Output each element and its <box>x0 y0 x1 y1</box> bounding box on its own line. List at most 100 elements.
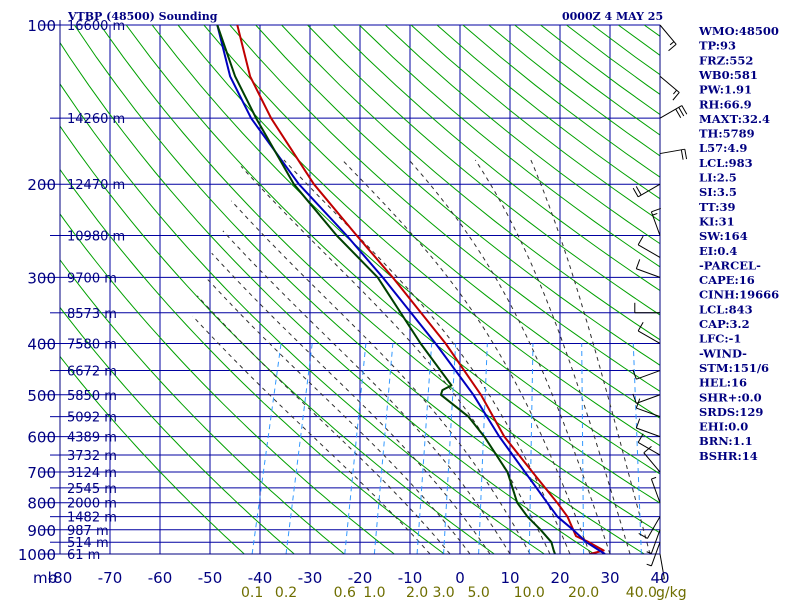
wind-barb-flag <box>637 321 644 332</box>
dry-adiabat-line <box>358 25 660 268</box>
wind-barb-staff <box>659 75 680 93</box>
index-value: SW:164 <box>699 229 748 243</box>
wind-barb-flag <box>651 207 661 213</box>
index-value: -PARCEL- <box>699 258 761 272</box>
pressure-unit-label: mb <box>33 569 57 587</box>
wind-barb-flag <box>635 259 641 269</box>
wind-barb-staff <box>659 148 685 155</box>
mixing-ratio-line <box>632 343 642 554</box>
wind-barb <box>646 542 661 567</box>
wind-barb-staff <box>659 553 665 579</box>
pressure-tick-label: 100 <box>27 17 56 35</box>
plot-frame <box>59 20 661 555</box>
index-value: FRZ:552 <box>699 53 753 67</box>
wind-barb-flag <box>643 445 652 454</box>
mixing-ratio-label: 10.0 <box>514 585 545 600</box>
moist-adiabat-line <box>205 277 471 554</box>
mixing-unit-label: g/kg <box>656 585 687 600</box>
wind-barb-flag <box>638 533 648 539</box>
moist-adiabat-line <box>474 159 631 554</box>
wind-barb-flag <box>635 398 641 409</box>
dry-adiabat-line <box>73 25 645 554</box>
temperature-tick-label: -20 <box>348 569 373 587</box>
index-value: MAXT:32.4 <box>699 112 770 126</box>
height-label: 12470 m <box>67 178 125 193</box>
wind-barb-flag <box>637 235 644 246</box>
pressure-tick-label: 700 <box>27 464 56 482</box>
index-value: -WIND- <box>699 346 747 360</box>
index-value: TP:93 <box>699 39 736 53</box>
pressure-tick-label: 200 <box>27 176 56 194</box>
mixing-ratio-label: 2.0 <box>406 585 428 600</box>
wind-barb-staff <box>646 516 661 539</box>
chart-title: VTBP (48500) Sounding <box>67 10 218 23</box>
wind-barb <box>643 445 661 473</box>
dry-adiabat-line <box>60 41 595 554</box>
mixing-ratio-labels: 0.1 0.2 0.6 1.0 2.0 3.0 5.0 10.0 20.0 40.0 <box>241 585 657 600</box>
index-value: WB0:581 <box>698 68 758 82</box>
height-label: 2000 m <box>67 497 117 512</box>
temperature-tick-label: 30 <box>600 569 619 587</box>
mixing-ratio-label: 0.1 <box>241 585 263 600</box>
dry-adiabat-line <box>177 25 660 447</box>
height-label: 5850 m <box>67 389 117 404</box>
index-value: LI:2.5 <box>699 171 737 185</box>
pressure-tick-label: 300 <box>27 269 56 287</box>
mixing-ratio-label: 1.0 <box>363 585 385 600</box>
wind-barb <box>650 476 661 503</box>
index-value: BRN:1.1 <box>699 434 753 448</box>
height-label: 6672 m <box>67 365 117 380</box>
index-value: SRDS:129 <box>699 405 763 419</box>
pressure-tick-label: 900 <box>27 522 56 540</box>
wind-barb <box>646 529 661 554</box>
wind-barb-staff <box>650 211 661 236</box>
wind-barb-flag <box>675 108 682 118</box>
dry-adiabat-line <box>307 25 660 316</box>
wind-barb-staff <box>637 330 661 344</box>
height-label: 9700 m <box>67 271 117 286</box>
index-value: SHR+:0.0 <box>699 390 762 404</box>
dry-adiabat-line <box>60 83 545 554</box>
dry-adiabat-line <box>60 125 495 554</box>
index-value: L57:4.9 <box>699 141 747 155</box>
wind-barb <box>659 148 688 160</box>
dry-adiabat-line <box>60 259 345 554</box>
temperature-tick-label: -50 <box>198 569 223 587</box>
height-label: 5092 m <box>67 411 117 426</box>
wind-barbs <box>632 24 688 581</box>
height-label: 7580 m <box>67 337 117 352</box>
moist-adiabat-line <box>196 295 451 554</box>
wind-barb-staff <box>636 370 661 380</box>
wind-barb-flag <box>678 107 685 117</box>
wind-barb <box>632 369 661 380</box>
temperature-tick-label: 0 <box>455 569 465 587</box>
pressure-tick-label: 800 <box>27 495 56 513</box>
dry-adiabat-line <box>99 25 660 534</box>
moist-adiabats <box>192 159 651 554</box>
height-label: 3124 m <box>67 466 117 481</box>
temperature-tick-label: -60 <box>148 569 173 587</box>
wind-barb-staff <box>650 478 661 503</box>
index-value: LCL:843 <box>699 302 753 316</box>
wind-barb-flag <box>672 92 680 101</box>
wind-barb <box>635 398 661 418</box>
wind-barb-staff <box>636 427 661 438</box>
wind-barb-staff <box>636 268 661 278</box>
temperature-tick-label: 40 <box>650 569 669 587</box>
dry-adiabats <box>60 25 660 554</box>
wind-barb-staff <box>636 394 661 404</box>
sounding-indices: WMO:48500TP:93FRZ:552WB0:581PW:1.91RH:66… <box>696 19 779 467</box>
wind-barb-flag <box>635 418 641 429</box>
index-value: EI:0.4 <box>699 244 737 258</box>
mixing-ratio-label: 0.6 <box>334 585 356 600</box>
index-value: TH:5789 <box>699 127 755 141</box>
wind-barb-staff <box>636 407 661 418</box>
wind-barb-staff <box>659 105 683 119</box>
height-labels: 16600 m 14260 m 12470 m 10980 m 9700 m 8573 m… <box>67 19 125 563</box>
moist-adiabat-line <box>408 159 611 554</box>
height-label: 1482 m <box>67 511 117 526</box>
chart-time: 0000Z 4 MAY 25 <box>562 10 663 23</box>
pressure-tick-label: 1000 <box>18 546 56 564</box>
wind-barb-flag <box>668 43 677 52</box>
